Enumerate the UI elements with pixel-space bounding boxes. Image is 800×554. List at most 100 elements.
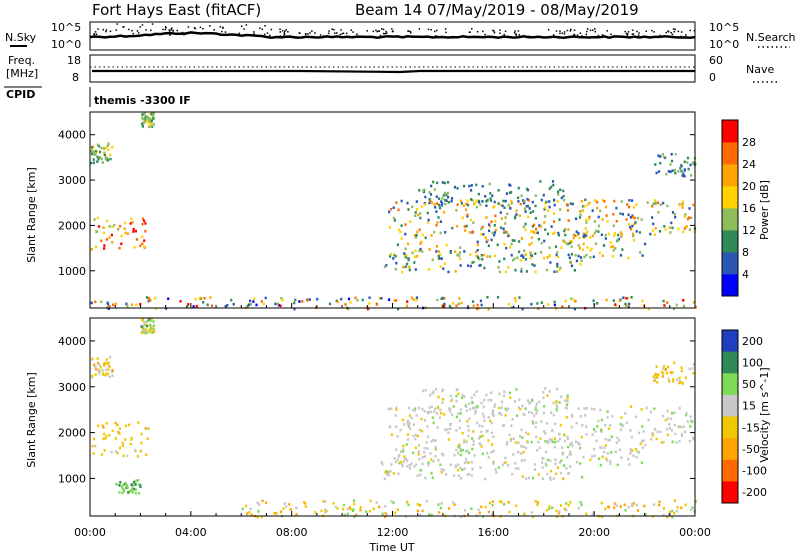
echo-cell bbox=[555, 409, 558, 412]
echo-cell bbox=[569, 202, 572, 205]
echo-cell bbox=[114, 302, 117, 306]
echo-cell bbox=[606, 220, 609, 223]
echo-cell bbox=[392, 206, 395, 209]
echo-cell bbox=[553, 437, 556, 440]
echo-cell bbox=[571, 444, 574, 447]
echo-cell bbox=[691, 420, 694, 424]
echo-cell bbox=[94, 444, 97, 448]
echo-cell bbox=[430, 458, 433, 461]
echo-cell bbox=[619, 428, 622, 432]
echo-cell bbox=[247, 303, 250, 307]
echo-cell bbox=[407, 423, 410, 426]
echo-cell bbox=[532, 231, 535, 234]
echo-cell bbox=[435, 250, 438, 253]
noise-search-dot bbox=[352, 31, 354, 33]
echo-cell bbox=[107, 368, 110, 371]
echo-cell bbox=[102, 426, 105, 429]
noise-search-dot bbox=[287, 36, 289, 38]
echo-cell bbox=[482, 233, 485, 236]
echo-cell bbox=[103, 373, 106, 377]
echo-cell bbox=[460, 202, 463, 205]
echo-cell bbox=[534, 217, 537, 220]
echo-cell bbox=[518, 240, 521, 243]
noise-search-dot bbox=[241, 25, 243, 27]
echo-cell bbox=[535, 435, 538, 439]
echo-cell bbox=[528, 411, 531, 414]
echo-cell bbox=[435, 245, 438, 248]
echo-cell bbox=[463, 461, 466, 464]
echo-cell bbox=[474, 250, 478, 254]
colorbar-segment bbox=[722, 208, 738, 231]
noise-search-dot bbox=[131, 29, 133, 32]
echo-cell bbox=[522, 256, 525, 259]
echo-cell bbox=[481, 185, 484, 188]
echo-cell bbox=[419, 242, 422, 246]
echo-cell bbox=[615, 219, 618, 223]
echo-cell bbox=[346, 512, 349, 516]
echo-cell bbox=[544, 450, 548, 454]
echo-cell bbox=[455, 399, 458, 403]
echo-cell bbox=[523, 459, 526, 462]
echo-cell bbox=[609, 460, 612, 463]
echo-cell bbox=[431, 476, 434, 480]
echo-cell bbox=[420, 205, 423, 208]
echo-cell bbox=[410, 416, 413, 420]
echo-cell bbox=[618, 448, 621, 452]
echo-cell bbox=[670, 428, 673, 432]
echo-cell bbox=[482, 405, 485, 409]
echo-cell bbox=[418, 189, 421, 192]
echo-cell bbox=[579, 263, 582, 266]
echo-cell bbox=[549, 459, 552, 462]
echo-cell bbox=[486, 198, 489, 202]
echo-cell bbox=[533, 264, 536, 267]
echo-cell bbox=[458, 443, 461, 447]
power-ylabel: Slant Range [km] bbox=[25, 167, 38, 263]
echo-cell bbox=[488, 255, 492, 258]
echo-cell bbox=[502, 199, 505, 203]
colorbar-tick-label: 100 bbox=[742, 356, 763, 369]
echo-cell bbox=[670, 159, 674, 163]
echo-cell bbox=[111, 145, 114, 149]
echo-cell bbox=[108, 365, 111, 368]
echo-cell bbox=[569, 239, 572, 243]
echo-cell bbox=[544, 215, 547, 218]
echo-cell bbox=[428, 191, 431, 194]
echo-cell bbox=[471, 300, 475, 303]
echo-cell bbox=[651, 205, 654, 208]
echo-cell bbox=[575, 421, 578, 425]
echo-cell bbox=[426, 425, 429, 428]
noise-search-dot bbox=[162, 28, 164, 31]
noise-search-dot bbox=[468, 31, 471, 33]
echo-cell bbox=[365, 510, 368, 513]
echo-cell bbox=[665, 172, 668, 176]
noise-search-dot bbox=[141, 24, 144, 26]
echo-cell bbox=[578, 247, 581, 250]
echo-cell bbox=[426, 411, 429, 415]
echo-cell bbox=[111, 374, 114, 378]
echo-cell bbox=[561, 305, 564, 308]
echo-cell bbox=[121, 491, 124, 495]
noise-search-dot bbox=[102, 28, 104, 31]
echo-cell bbox=[128, 489, 131, 493]
noise-search-dot bbox=[304, 33, 307, 36]
noise-search-dot bbox=[136, 30, 139, 32]
echo-cell bbox=[116, 423, 119, 427]
echo-cell bbox=[493, 405, 496, 409]
echo-cell bbox=[500, 217, 503, 220]
echo-cell bbox=[394, 414, 397, 417]
echo-cell bbox=[468, 231, 471, 234]
echo-cell bbox=[686, 217, 690, 221]
echo-cell bbox=[419, 468, 422, 472]
echo-cell bbox=[412, 408, 415, 412]
echo-cell bbox=[623, 503, 626, 507]
echo-cell bbox=[620, 233, 623, 236]
echo-cell bbox=[574, 234, 577, 237]
noise-search-dot bbox=[645, 30, 647, 32]
echo-cell bbox=[618, 439, 621, 442]
echo-cell bbox=[567, 228, 570, 231]
echo-cell bbox=[402, 265, 405, 269]
echo-cell bbox=[604, 233, 607, 237]
noise-search-dot bbox=[573, 34, 576, 36]
echo-cell bbox=[547, 303, 550, 306]
echo-cell bbox=[467, 264, 470, 267]
